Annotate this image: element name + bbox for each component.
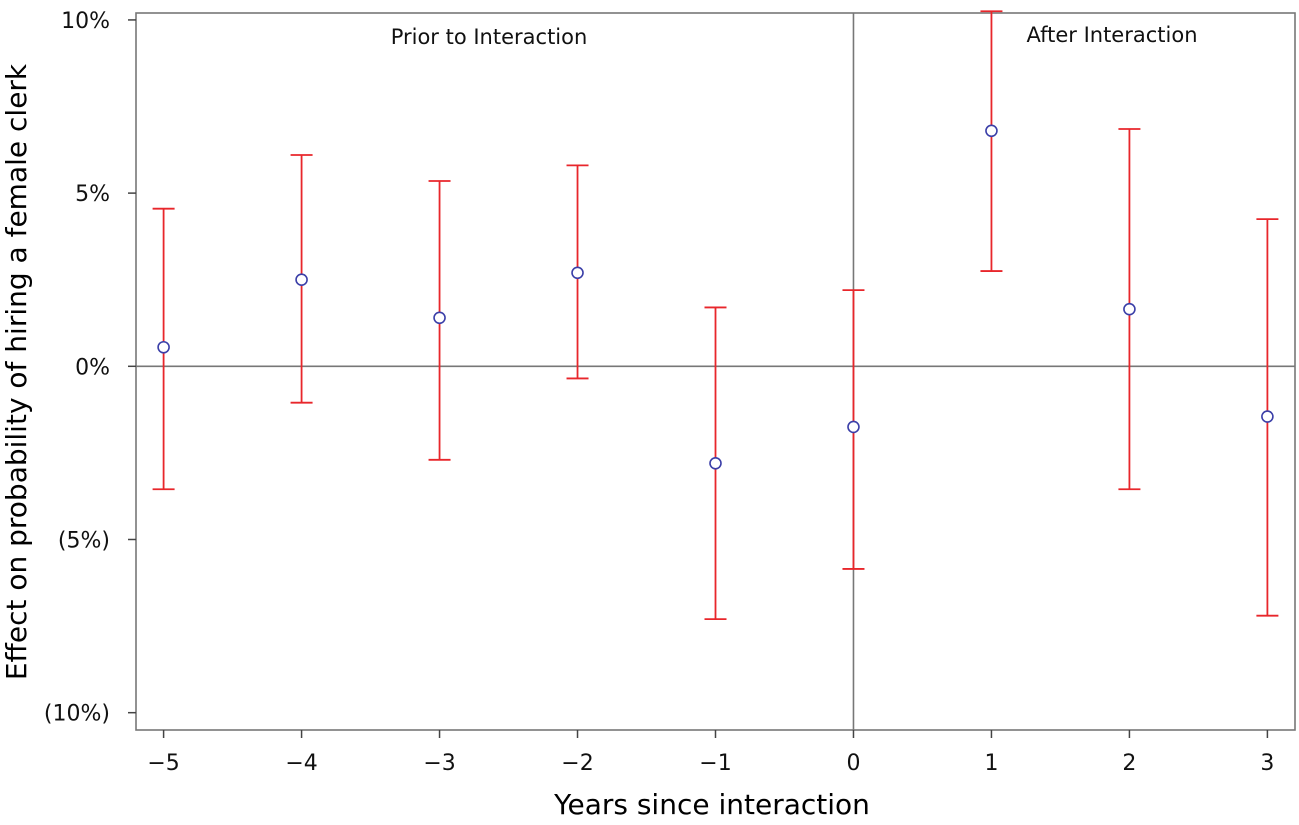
y-tick-label: (5%) (58, 528, 110, 553)
annotation-after: After Interaction (1026, 23, 1197, 47)
estimate-point (295, 273, 308, 287)
x-tick-label: 1 (984, 751, 998, 776)
x-tick-label: −5 (147, 751, 179, 776)
x-tick-label: 2 (1122, 751, 1136, 776)
y-tick-label: 5% (75, 182, 110, 207)
estimate-point (1123, 302, 1136, 316)
annotation-prior: Prior to Interaction (391, 25, 588, 49)
estimate-point (709, 456, 722, 470)
labels-layer: Prior to Interaction After Interaction Y… (0, 23, 1198, 821)
y-tick-label: (10%) (44, 702, 110, 727)
x-tick-label: −2 (561, 751, 593, 776)
x-tick-label: −3 (423, 751, 455, 776)
estimate-point (571, 266, 584, 280)
y-axis-title: Effect on probability of hiring a female… (0, 63, 33, 680)
points-layer (157, 124, 1274, 470)
x-tick-label: 3 (1260, 751, 1274, 776)
x-tick-label: −1 (699, 751, 731, 776)
estimate-point (157, 340, 170, 354)
x-axis-title: Years since interaction (553, 788, 870, 821)
estimate-point (433, 311, 446, 325)
y-tick-label: 0% (75, 355, 110, 380)
x-tick-label: −4 (285, 751, 317, 776)
error-bar (980, 10, 1003, 272)
axes-layer: 10% 5% 0% (5%) (10%) −5 −4 −3 −2 −1 0 1 2 3 (44, 9, 1274, 776)
estimate-point (847, 420, 860, 434)
x-tick-label: 0 (846, 751, 860, 776)
error-bars-layer (152, 10, 1279, 621)
estimate-point (1261, 410, 1274, 423)
y-tick-label: 10% (61, 9, 110, 34)
estimate-point (985, 124, 998, 138)
